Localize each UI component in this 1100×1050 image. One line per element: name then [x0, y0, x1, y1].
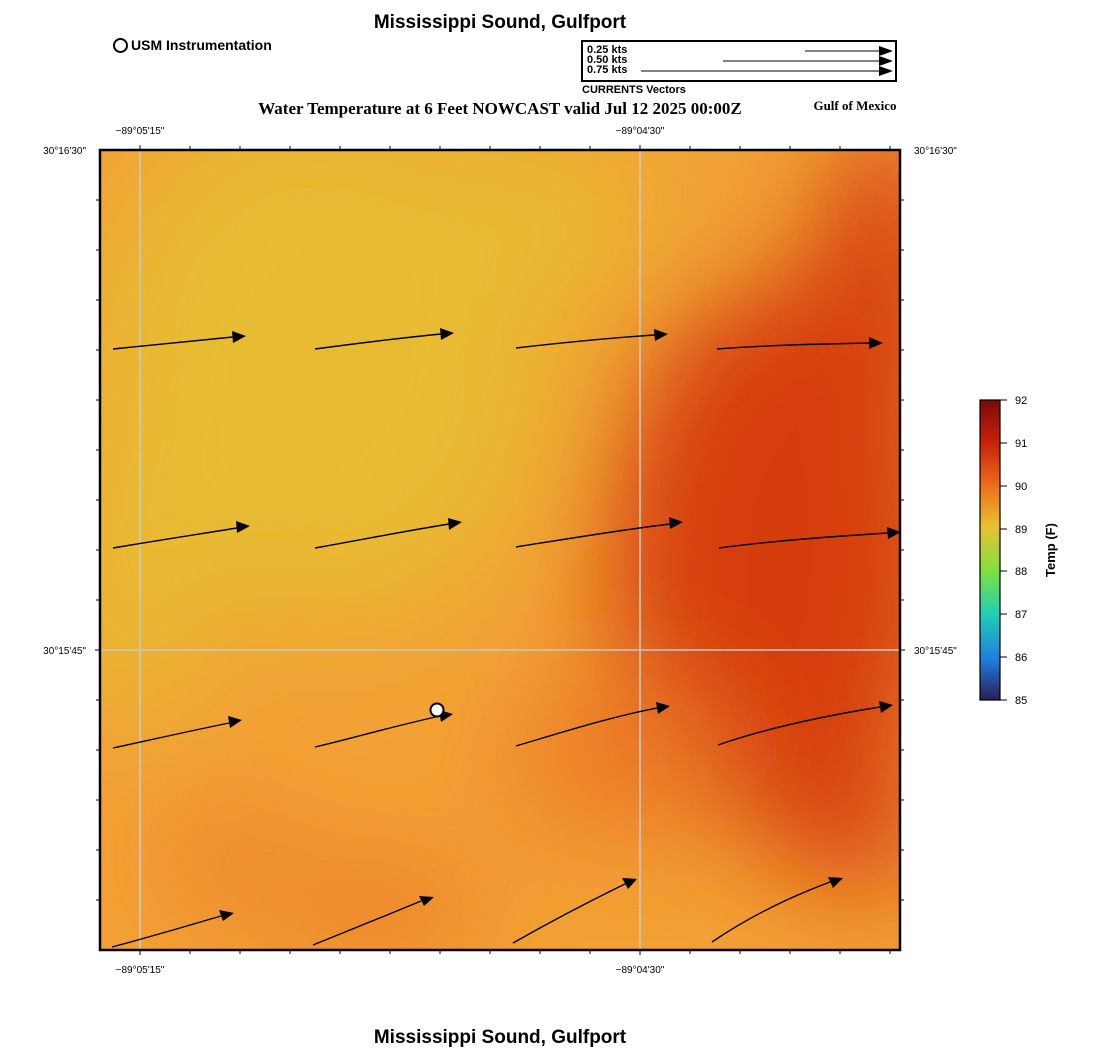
vector-scale-label-3: 0.75 kts: [587, 64, 628, 76]
frame-ticks: [95, 145, 905, 955]
colorbar-tick-91: 91: [1015, 438, 1027, 450]
main-title: Water Temperature at 6 Feet NOWCAST vali…: [258, 99, 742, 118]
colorbar-tick-92: 92: [1015, 395, 1027, 407]
station-circle-icon: [113, 37, 128, 53]
vector-scale-legend: 0.25 kts 0.50 kts 0.75 kts: [581, 40, 897, 82]
lat-label-left-1: 30°16'30": [43, 146, 86, 157]
colorbar: 92 91 90 89 88 87 86 85 Temp (F): [979, 395, 1058, 707]
lon-label-top-1: −89°05'15": [116, 126, 165, 137]
usm-station-marker: [429, 702, 445, 718]
colorbar-title: Temp (F): [1043, 523, 1058, 577]
colorbar-tick-90: 90: [1015, 481, 1027, 493]
station-legend: USM Instrumentation: [113, 37, 272, 53]
temperature-field: [100, 150, 900, 950]
lat-label-right-1: 30°16'30": [914, 146, 957, 157]
graticule: [100, 150, 900, 950]
current-vectors: [111, 333, 889, 948]
colorbar-scale: [979, 399, 1001, 701]
vector-scale-label-1: 0.25 kts: [587, 44, 628, 56]
vector-scale-arrows: [641, 46, 893, 76]
colorbar-tick-89: 89: [1015, 524, 1027, 536]
map-title: Mississippi Sound, Gulfport: [373, 12, 627, 33]
station-legend-label: USM Instrumentation: [131, 37, 272, 53]
lon-label-bottom-2: −89°04'30": [616, 965, 665, 976]
vector-caption: CURRENTS Vectors: [582, 84, 686, 96]
colorbar-tick-85: 85: [1015, 695, 1027, 707]
colorbar-tick-86: 86: [1015, 652, 1027, 664]
current-vector-heads: [219, 328, 901, 921]
lat-label-right-2: 30°15'45": [914, 646, 957, 657]
vector-scale-label-2: 0.50 kts: [587, 54, 628, 66]
region-label: Gulf of Mexico: [813, 98, 897, 113]
lon-label-top-2: −89°04'30": [616, 126, 665, 137]
map-footer-title: Mississippi Sound, Gulfport: [373, 1027, 627, 1048]
colorbar-tick-88: 88: [1015, 566, 1027, 578]
lat-label-left-2: 30°15'45": [43, 646, 86, 657]
colorbar-tick-87: 87: [1015, 609, 1027, 621]
lon-label-bottom-1: −89°05'15": [116, 965, 165, 976]
